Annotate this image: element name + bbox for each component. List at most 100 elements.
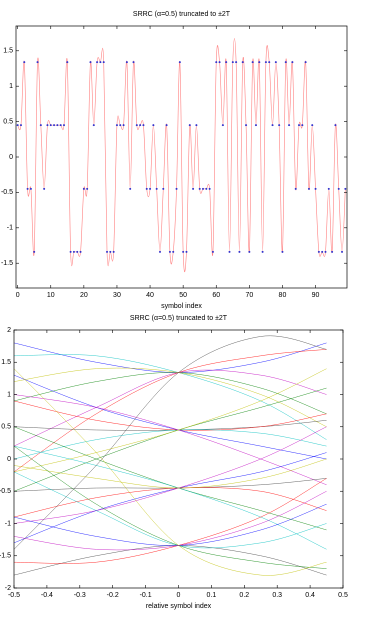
symbol-marker: [334, 124, 337, 127]
symbol-marker: [36, 61, 39, 64]
symbol-marker: [188, 124, 191, 127]
symbol-marker: [264, 61, 267, 64]
symbol-marker: [211, 250, 214, 253]
symbol-marker: [89, 61, 92, 64]
x-tick-label: 40: [146, 292, 154, 299]
x-tick-label: -0.3: [74, 592, 86, 599]
symbol-marker: [258, 61, 261, 64]
x-tick-label: 0.5: [338, 592, 348, 599]
symbol-marker: [115, 124, 118, 127]
symbol-marker: [62, 124, 65, 127]
symbol-marker: [119, 124, 122, 127]
symbol-marker: [122, 124, 125, 127]
symbol-marker: [248, 250, 251, 253]
symbol-marker: [268, 61, 271, 64]
symbol-marker: [39, 124, 42, 127]
symbol-marker: [221, 124, 224, 127]
symbol-marker: [344, 187, 347, 190]
symbol-marker: [59, 124, 62, 127]
symbol-marker: [112, 250, 115, 253]
symbol-marker: [304, 61, 307, 64]
y-tick-label: 0: [7, 456, 11, 463]
symbol-marker: [66, 61, 69, 64]
x-tick-label: 10: [47, 292, 55, 299]
symbol-marker: [69, 250, 72, 253]
symbol-marker: [152, 124, 155, 127]
symbol-marker: [324, 250, 327, 253]
symbol-marker: [102, 61, 105, 64]
symbol-marker: [29, 187, 32, 190]
symbol-marker: [341, 250, 344, 253]
symbol-marker: [162, 187, 165, 190]
symbol-marker: [72, 250, 75, 253]
eye-trace: [14, 458, 327, 489]
y-tick-label: 1.5: [1, 359, 11, 366]
y-tick-label: 1.5: [3, 48, 13, 55]
x-axis-label: symbol index: [161, 303, 202, 310]
eye-trace: [14, 368, 327, 473]
x-tick-label: 60: [212, 292, 220, 299]
symbol-marker: [254, 124, 257, 127]
x-tick-label: 0: [177, 592, 181, 599]
symbol-marker: [208, 187, 211, 190]
x-tick-label: 20: [80, 292, 88, 299]
symbol-marker: [278, 124, 281, 127]
symbol-marker: [294, 187, 297, 190]
symbol-marker: [76, 250, 79, 253]
symbol-marker: [314, 187, 317, 190]
symbol-marker: [245, 124, 248, 127]
symbol-marker: [274, 61, 277, 64]
y-tick-label: -1.5: [1, 260, 13, 267]
x-tick-label: 0.2: [239, 592, 249, 599]
symbol-marker: [195, 124, 198, 127]
x-tick-label: 30: [113, 292, 121, 299]
symbol-marker: [142, 124, 145, 127]
symbol-marker: [33, 250, 36, 253]
symbol-marker: [231, 61, 234, 64]
symbol-marker: [135, 124, 138, 127]
chart-title: SRRC (α=0.5) truncated to ±2T: [133, 11, 231, 18]
plot-area: [16, 38, 347, 272]
symbol-marker: [235, 61, 238, 64]
x-tick-label: 70: [245, 292, 253, 299]
symbol-marker: [109, 250, 112, 253]
symbol-marker: [165, 124, 168, 127]
x-tick-label: 90: [312, 292, 320, 299]
x-tick-label: 0.1: [207, 592, 217, 599]
symbol-marker: [56, 124, 59, 127]
symbol-marker: [298, 124, 301, 127]
symbol-marker: [215, 61, 218, 64]
symbol-marker: [261, 250, 264, 253]
symbol-marker: [26, 187, 29, 190]
symbol-marker: [238, 250, 241, 253]
symbol-marker: [99, 61, 102, 64]
symbol-marker: [96, 61, 99, 64]
symbol-marker: [205, 187, 208, 190]
eye-trace: [14, 335, 327, 550]
y-tick-label: 0.5: [3, 118, 13, 125]
eye-trace: [14, 368, 327, 576]
symbol-marker: [307, 187, 310, 190]
symbol-marker: [106, 250, 109, 253]
x-tick-label: 80: [279, 292, 287, 299]
symbol-marker: [317, 250, 320, 253]
x-tick-label: -0.4: [41, 592, 53, 599]
symbol-marker: [185, 250, 188, 253]
y-tick-label: 2: [7, 327, 11, 334]
symbol-marker: [172, 250, 175, 253]
x-tick-label: -0.5: [8, 592, 20, 599]
symbol-marker: [327, 187, 330, 190]
symbol-marker: [23, 61, 26, 64]
plot-area: [14, 335, 327, 576]
y-tick-label: 1: [7, 391, 11, 398]
symbol-marker: [158, 250, 161, 253]
y-tick-label: -1: [7, 225, 13, 232]
symbol-marker: [92, 124, 95, 127]
symbol-marker: [16, 124, 19, 127]
symbol-marker: [46, 124, 49, 127]
y-tick-label: -1.5: [0, 553, 11, 560]
symbol-marker: [19, 124, 22, 127]
symbol-marker: [311, 124, 314, 127]
x-tick-label: -0.2: [107, 592, 119, 599]
symbol-marker: [155, 187, 158, 190]
